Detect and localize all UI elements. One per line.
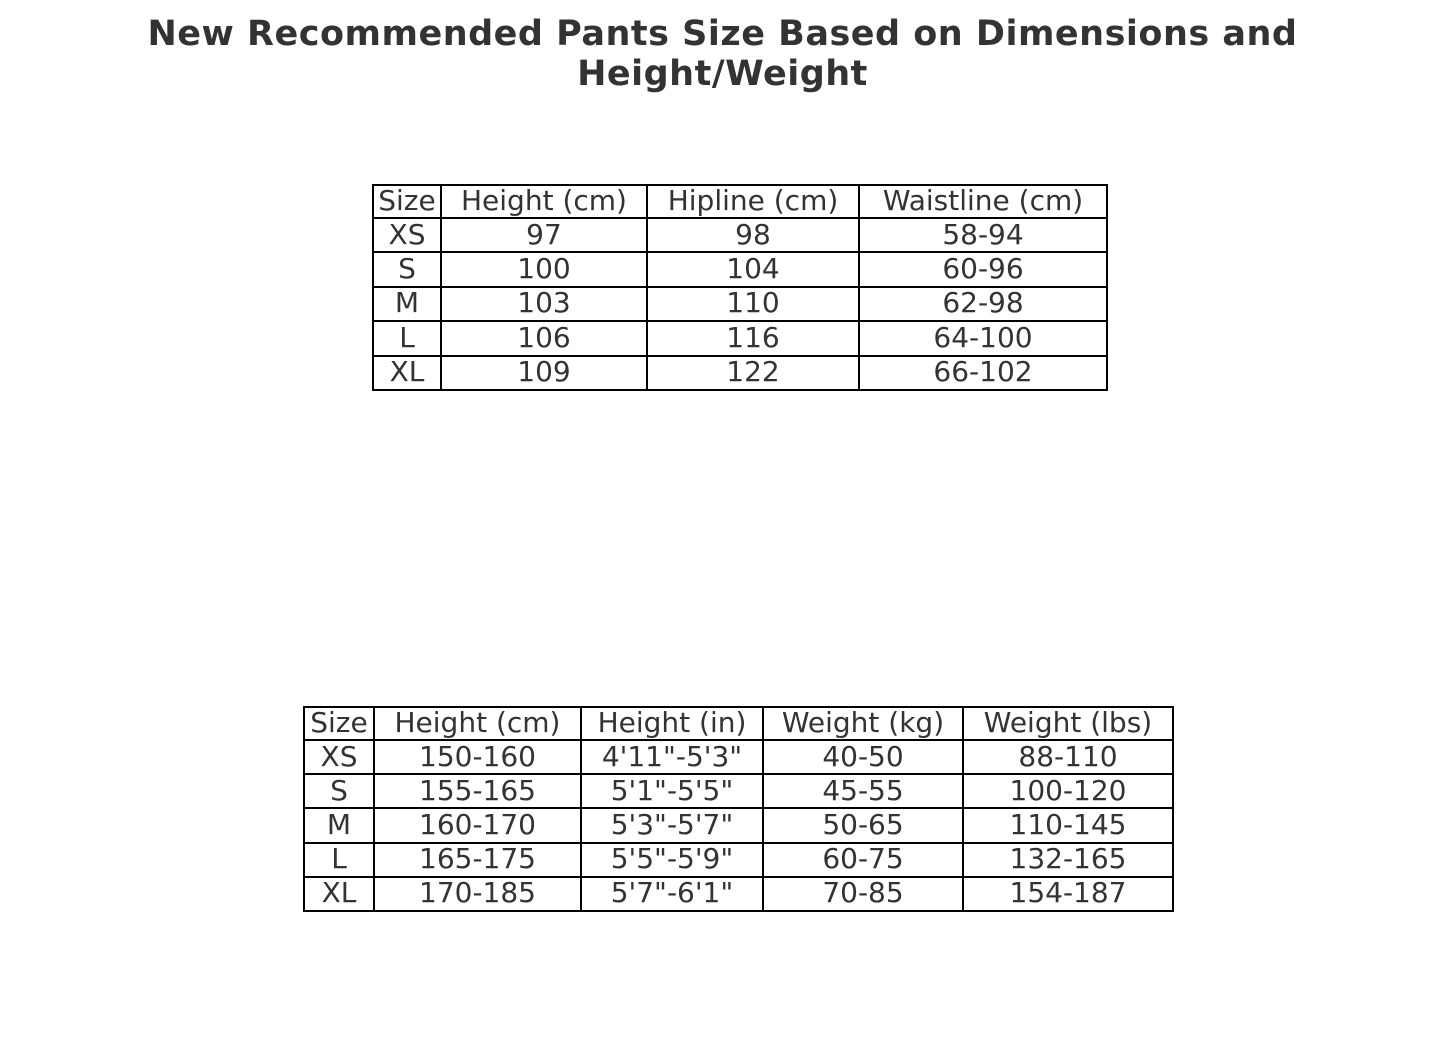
- table-cell: 165-175: [373, 841, 582, 878]
- table-row: S 100 104 60-96: [372, 251, 1108, 288]
- table-cell: 150-160: [373, 738, 582, 776]
- column-header: Size: [372, 184, 442, 219]
- table-row: XL 170-185 5'7"-6'1" 70-85 154-187: [303, 875, 1174, 913]
- table-row: S 155-165 5'1"-5'5" 45-55 100-120: [303, 773, 1174, 810]
- table-cell: 116: [646, 320, 860, 357]
- table-row: XL 109 122 66-102: [372, 354, 1108, 392]
- table-cell: 98: [646, 216, 860, 254]
- table-cell: L: [303, 841, 375, 878]
- column-header: Height (in): [580, 706, 764, 741]
- table-row: M 160-170 5'3"-5'7" 50-65 110-145: [303, 807, 1174, 844]
- table-cell: 45-55: [762, 773, 964, 810]
- page-title: New Recommended Pants Size Based on Dime…: [147, 14, 1298, 94]
- table-cell: 64-100: [858, 320, 1108, 357]
- table-cell: 97: [440, 216, 648, 254]
- column-header: Weight (kg): [762, 706, 964, 741]
- column-header: Height (cm): [440, 184, 648, 219]
- table-row: L 165-175 5'5"-5'9" 60-75 132-165: [303, 841, 1174, 878]
- table-cell: 160-170: [373, 807, 582, 844]
- table-cell: 62-98: [858, 285, 1108, 323]
- table-cell: 58-94: [858, 216, 1108, 254]
- table-cell: S: [372, 251, 442, 288]
- table-cell: 103: [440, 285, 648, 323]
- height-weight-table-body: XS 150-160 4'11"-5'3" 40-50 88-110 S 155-165 5'…: [303, 738, 1174, 913]
- table-cell: 122: [646, 354, 860, 392]
- dimensions-table-body: XS 97 98 58-94 S 100 104 60-96 M 103 110 62-98 L 106 1…: [372, 216, 1108, 392]
- table-cell: 110: [646, 285, 860, 323]
- table-cell: 100-120: [962, 773, 1174, 810]
- table-cell: 100: [440, 251, 648, 288]
- table-cell: 155-165: [373, 773, 582, 810]
- table-cell: 88-110: [962, 738, 1174, 776]
- table-cell: L: [372, 320, 442, 357]
- table-cell: 106: [440, 320, 648, 357]
- table-cell: 4'11"-5'3": [580, 738, 764, 776]
- table-row: XS 150-160 4'11"-5'3" 40-50 88-110: [303, 738, 1174, 776]
- header-row: Size Height (cm) Height (in) Weight (kg) Wei…: [303, 706, 1174, 741]
- table-cell: 5'3"-5'7": [580, 807, 764, 844]
- table-cell: 60-96: [858, 251, 1108, 288]
- table-cell: 109: [440, 354, 648, 392]
- table-cell: 5'1"-5'5": [580, 773, 764, 810]
- table-cell: 154-187: [962, 875, 1174, 913]
- table-cell: S: [303, 773, 375, 810]
- table-cell: 104: [646, 251, 860, 288]
- column-header: Height (cm): [373, 706, 582, 741]
- pants-size-height-weight-table: Size Height (cm) Height (in) Weight (kg) Wei…: [303, 706, 1174, 913]
- table-cell: 66-102: [858, 354, 1108, 392]
- dimensions-table-head: Size Height (cm) Hipline (cm) Waistline (cm…: [372, 184, 1108, 219]
- table-row: L 106 116 64-100: [372, 320, 1108, 357]
- column-header: Size: [303, 706, 375, 741]
- table-cell: XL: [303, 875, 375, 913]
- table-cell: 110-145: [962, 807, 1174, 844]
- table-cell: 132-165: [962, 841, 1174, 878]
- table-cell: XL: [372, 354, 442, 392]
- table-cell: 5'7"-6'1": [580, 875, 764, 913]
- table-cell: XS: [372, 216, 442, 254]
- column-header: Hipline (cm): [646, 184, 860, 219]
- header-row: Size Height (cm) Hipline (cm) Waistline (cm…: [372, 184, 1108, 219]
- pants-size-dimensions-table: Size Height (cm) Hipline (cm) Waistline (cm…: [372, 184, 1108, 392]
- table-row: M 103 110 62-98: [372, 285, 1108, 323]
- table-row: XS 97 98 58-94: [372, 216, 1108, 254]
- table-cell: 60-75: [762, 841, 964, 878]
- table-cell: 40-50: [762, 738, 964, 776]
- column-header: Weight (lbs): [962, 706, 1174, 741]
- height-weight-table-head: Size Height (cm) Height (in) Weight (kg) Wei…: [303, 706, 1174, 741]
- table-cell: XS: [303, 738, 375, 776]
- table-cell: 170-185: [373, 875, 582, 913]
- column-header: Waistline (cm): [858, 184, 1108, 219]
- table-cell: M: [303, 807, 375, 844]
- table-cell: 5'5"-5'9": [580, 841, 764, 878]
- table-cell: 70-85: [762, 875, 964, 913]
- table-cell: 50-65: [762, 807, 964, 844]
- table-cell: M: [372, 285, 442, 323]
